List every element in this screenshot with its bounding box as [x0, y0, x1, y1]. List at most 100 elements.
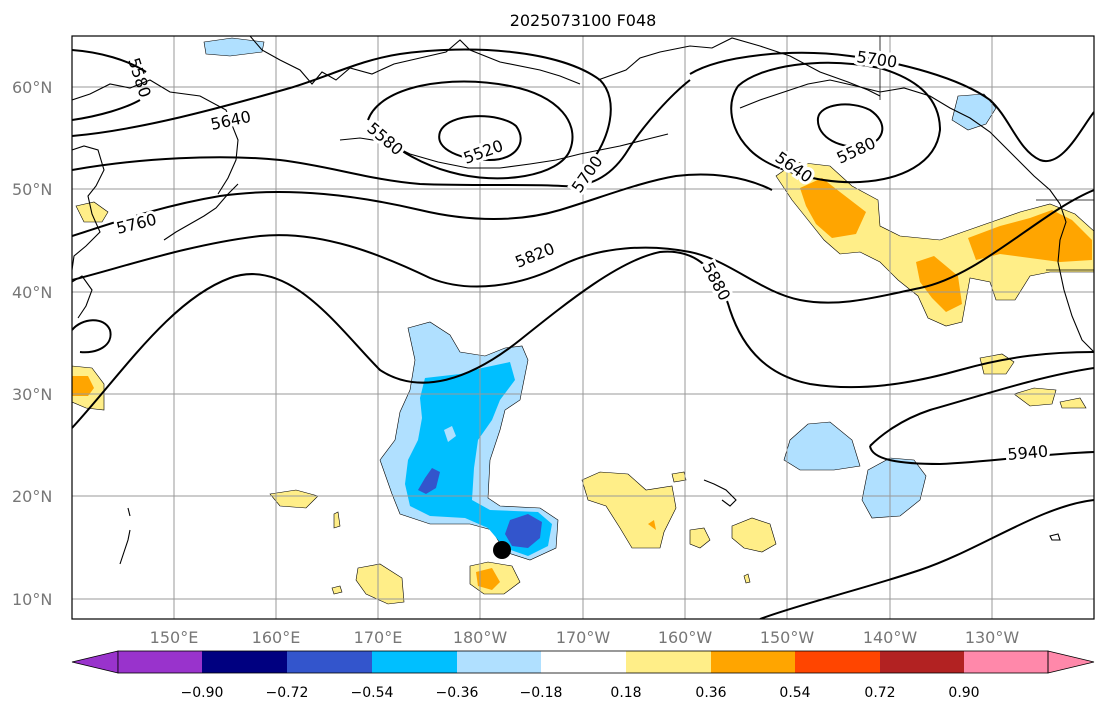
lat-label-60: 60°N [12, 78, 52, 97]
colorbar-segment-under [118, 651, 202, 673]
cb-label-n072: −0.72 [266, 685, 309, 701]
neg-region-central-core2 [505, 514, 542, 548]
cb-label-n054: −0.54 [351, 685, 394, 701]
neg-region-central-mid [405, 362, 552, 556]
negative-field-shading [203, 37, 997, 561]
coast-siberia-north [249, 36, 581, 85]
colorbar-segment-over [964, 651, 1048, 673]
pos-region-west-mid [269, 489, 319, 509]
pos-region-ne-pacific-core1 [800, 178, 866, 238]
cb-label-n018: −0.18 [520, 685, 563, 701]
lat-label-30: 30°N [12, 385, 52, 404]
colorbar-segment-p072 [880, 651, 964, 673]
pos-region-central-3 [689, 527, 711, 549]
contour-5580-west [367, 80, 574, 180]
neg-region-central-core1 [418, 468, 440, 494]
colorbar-under-arrow [71, 650, 119, 674]
colorbar-over-arrow [1047, 650, 1095, 674]
contour-5880 [72, 250, 1094, 429]
pos-region-small-e [671, 471, 687, 483]
coast-island-a [1049, 533, 1061, 541]
colorbar-segment-p036 [711, 651, 795, 673]
neg-region-east2 [861, 457, 927, 519]
contour-5880-w [72, 319, 112, 354]
positive-field-shading [72, 161, 1094, 605]
colorbar-segment-n036 [457, 651, 541, 673]
colorbar: −0.90 −0.72 −0.54 −0.36 −0.18 0.18 0.36 … [71, 650, 1095, 701]
lat-label-20: 20°N [12, 487, 52, 506]
coastlines [72, 36, 1094, 565]
pos-region-central-1-core [648, 520, 656, 530]
lon-label-160e: 160°E [252, 628, 301, 647]
colorbar-segment-n054 [372, 651, 457, 673]
pos-region-central-2 [731, 517, 777, 553]
cb-label-p072: 0.72 [864, 685, 895, 701]
coast-japan [72, 145, 105, 271]
coast-kamchatka [72, 79, 239, 195]
lat-label-10: 10°N [12, 590, 52, 609]
cb-label-p036: 0.36 [695, 685, 726, 701]
contour-south [759, 499, 1094, 619]
lon-label-150e: 150°E [150, 628, 199, 647]
coast-island-b [119, 507, 131, 565]
contour-5820 [72, 189, 1094, 304]
map-title: 2025073100 F048 [510, 11, 657, 30]
pos-region-west-edge-core [72, 376, 94, 396]
lon-label-130w: 130°W [965, 628, 1020, 647]
colorbar-segment-p054 [795, 651, 880, 673]
latitude-labels: 60°N 50°N 40°N 30°N 20°N 10°N [12, 78, 52, 609]
contour-5580-nw [72, 49, 147, 73]
neg-hole [444, 426, 456, 442]
pos-region-central-1 [581, 471, 677, 549]
coast-alaska-west [597, 37, 881, 97]
pos-region-small-d [1059, 397, 1087, 409]
lon-label-150w: 150°W [760, 628, 815, 647]
height-contours [72, 48, 1094, 619]
pos-region-south-2-core [476, 568, 500, 590]
map-frame [71, 35, 1095, 620]
colorbar-segment-n090 [202, 651, 287, 673]
pos-region-ne-pacific-core2 [916, 256, 962, 312]
cb-label-n090: −0.90 [181, 685, 224, 701]
neg-region-east1 [783, 421, 861, 471]
pos-region-small-a [333, 511, 341, 529]
contour-5520 [438, 115, 522, 162]
longitude-labels: 150°E 160°E 170°E 180°W 170°W 160°W 150°… [150, 628, 1020, 647]
pos-region-small-f [331, 585, 343, 595]
cb-label-p090: 0.90 [948, 685, 979, 701]
pos-region-small-g [743, 573, 751, 584]
lon-label-170e: 170°E [354, 628, 403, 647]
contour-5760 [72, 173, 773, 237]
lat-label-40: 40°N [12, 283, 52, 302]
colorbar-segment-p018 [626, 651, 711, 673]
coast-canada [1057, 203, 1094, 353]
colorbar-segment-n072 [287, 651, 372, 673]
coast-alaska-south [739, 79, 1061, 205]
contour-5700-east [689, 51, 1094, 163]
pos-region-small-c [1013, 387, 1057, 407]
black-dot-icon [493, 541, 511, 559]
coast-hawaii [703, 479, 737, 507]
lon-label-140w: 140°W [863, 628, 918, 647]
lat-label-50: 50°N [12, 180, 52, 199]
contour-5580-east [816, 103, 884, 148]
lon-label-160w: 160°W [658, 628, 713, 647]
colorbar-tick-labels: −0.90 −0.72 −0.54 −0.36 −0.18 0.18 0.36 … [181, 685, 980, 701]
contour-5940 [869, 367, 1094, 466]
contour-5640-west [72, 48, 612, 167]
cb-label-p018: 0.18 [610, 685, 641, 701]
pos-region-ne-pacific [775, 161, 1094, 327]
contour-5640-east [730, 61, 942, 184]
lon-label-180w: 180°W [453, 628, 508, 647]
contour-5580-nw-b [72, 99, 141, 121]
neg-region-alaska [951, 93, 997, 131]
contour-5700-west [72, 79, 691, 188]
lon-label-170w: 170°W [556, 628, 611, 647]
pos-region-south-1 [355, 563, 405, 605]
cb-label-p054: 0.54 [779, 685, 810, 701]
colorbar-segment-neutral [541, 651, 626, 673]
neg-region-north1 [203, 37, 265, 57]
colorbar-frame [117, 650, 1049, 674]
cb-label-n036: −0.36 [436, 685, 479, 701]
